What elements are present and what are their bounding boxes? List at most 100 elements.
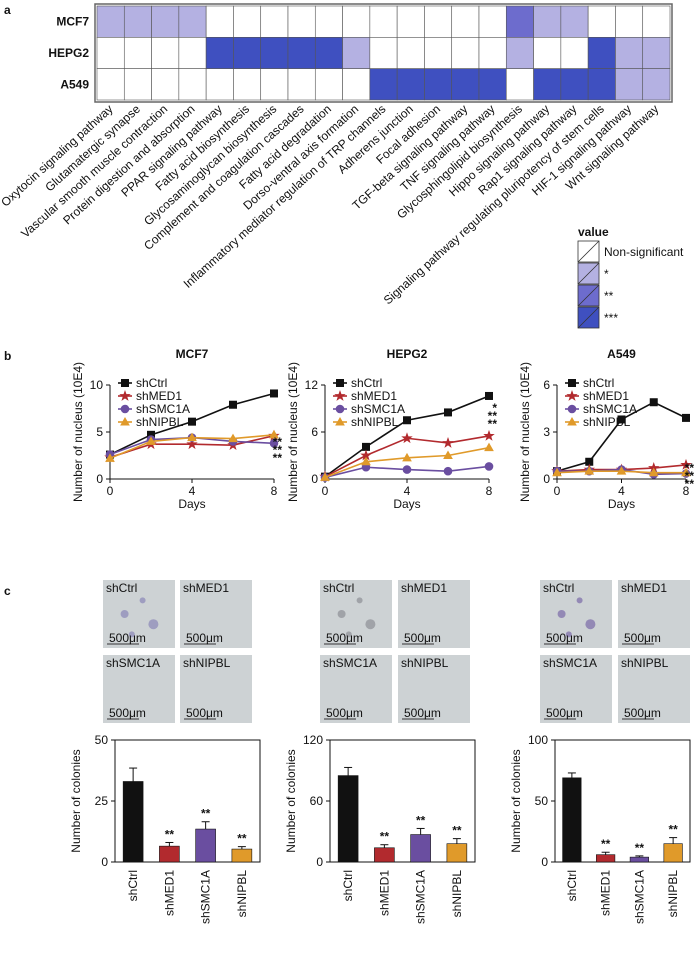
legend-label: shMED1 — [351, 389, 397, 403]
marker — [362, 442, 370, 451]
marker — [336, 379, 344, 387]
heatmap-cell — [178, 5, 207, 38]
micrograph — [180, 580, 252, 648]
colony — [120, 610, 129, 618]
scale-label: 500μm — [404, 631, 441, 645]
y-axis-label: Number of colonies — [509, 749, 523, 852]
colony — [139, 597, 146, 604]
significance: ** — [601, 837, 611, 851]
marker — [484, 442, 494, 452]
x-axis-label: Days — [393, 497, 420, 511]
micrograph-label: shNIPBL — [621, 656, 669, 670]
heatmap-cell — [260, 37, 289, 69]
micrograph-label: shCtrl — [543, 581, 574, 595]
marker — [228, 433, 238, 443]
x-axis-label: Days — [608, 497, 635, 511]
legend-label: shMED1 — [136, 389, 182, 403]
significance: ** — [237, 832, 247, 846]
colony — [356, 597, 363, 604]
marker — [484, 462, 494, 471]
x-tick-label: 8 — [683, 484, 690, 498]
significance: ** — [273, 435, 283, 449]
heatmap-cell — [505, 68, 534, 101]
heatmap-cell — [478, 37, 507, 69]
marker — [566, 389, 578, 401]
y-tick-label: 0 — [543, 472, 550, 486]
bar — [337, 775, 359, 863]
y-tick-label: 0 — [96, 472, 103, 486]
panel-label: a — [4, 3, 11, 17]
significance: ** — [452, 824, 462, 838]
marker — [105, 453, 115, 462]
colony — [345, 631, 352, 638]
micrograph — [180, 655, 252, 723]
micrograph — [618, 580, 690, 648]
micrograph — [103, 655, 175, 723]
bar — [195, 828, 216, 863]
heatmap-cell — [587, 68, 616, 101]
micrograph-label: shMED1 — [183, 581, 229, 595]
marker — [616, 466, 627, 475]
heatmap-cell — [396, 5, 425, 38]
heatmap-cell — [96, 68, 125, 101]
colony — [557, 610, 566, 618]
y-tick-label: 12 — [305, 378, 319, 392]
y-tick-label: 120 — [303, 733, 323, 747]
micrograph — [320, 580, 392, 648]
x-tick-label: shNIPBL — [235, 870, 249, 918]
y-axis-label: Number of nucleus (10E4) — [71, 362, 85, 502]
colony — [576, 597, 583, 604]
heatmap-cell — [342, 37, 371, 69]
heatmap-cell — [342, 5, 371, 38]
scale-label: 500μm — [624, 706, 661, 720]
row-label: A549 — [60, 77, 89, 91]
bar — [122, 781, 144, 863]
heatmap-cell — [233, 37, 262, 69]
heatmap-cell — [151, 37, 180, 69]
heatmap-cell — [205, 5, 234, 38]
error-bar — [669, 837, 678, 844]
legend-label: shSMC1A — [351, 402, 405, 416]
marker — [649, 398, 658, 407]
heatmap-cell — [151, 5, 180, 38]
heatmap-cell — [205, 68, 234, 101]
heatmap-cell — [123, 5, 152, 38]
legend-label: shNIPBL — [351, 415, 399, 429]
marker — [121, 379, 129, 387]
significance: ** — [273, 451, 283, 465]
legend-label: shSMC1A — [136, 402, 190, 416]
heatmap-cell — [287, 37, 316, 69]
heatmap-cell — [96, 37, 125, 69]
marker — [120, 416, 130, 426]
heatmap-cell — [451, 5, 480, 38]
micrograph — [398, 580, 470, 648]
legend-label: shNIPBL — [583, 415, 631, 429]
significance: ** — [488, 409, 498, 423]
x-tick-label: shCtrl — [126, 870, 140, 901]
heatmap-cell — [369, 37, 398, 69]
scale-label: 500μm — [326, 631, 363, 645]
marker — [120, 404, 130, 414]
error-bar — [452, 838, 461, 844]
micrograph-label: shCtrl — [106, 581, 137, 595]
error-bar — [201, 821, 210, 830]
x-tick-label: shSMC1A — [414, 870, 428, 924]
y-axis-label: Number of colonies — [284, 749, 298, 852]
x-tick-label: 4 — [618, 484, 625, 498]
scale-label: 500μm — [186, 631, 223, 645]
heatmap-cell — [533, 37, 562, 69]
significance: ** — [273, 443, 283, 457]
x-tick-label: 4 — [404, 484, 411, 498]
marker — [334, 389, 346, 401]
legend-label: shCtrl — [583, 376, 614, 390]
bar — [562, 777, 582, 863]
marker — [568, 379, 576, 387]
x-tick-label: shMED1 — [377, 870, 391, 916]
marker — [335, 404, 345, 414]
heatmap-cell — [533, 5, 562, 38]
y-tick-label: 60 — [310, 794, 324, 808]
marker — [442, 436, 454, 448]
significance: ** — [488, 417, 498, 431]
heatmap-cell — [451, 68, 480, 101]
